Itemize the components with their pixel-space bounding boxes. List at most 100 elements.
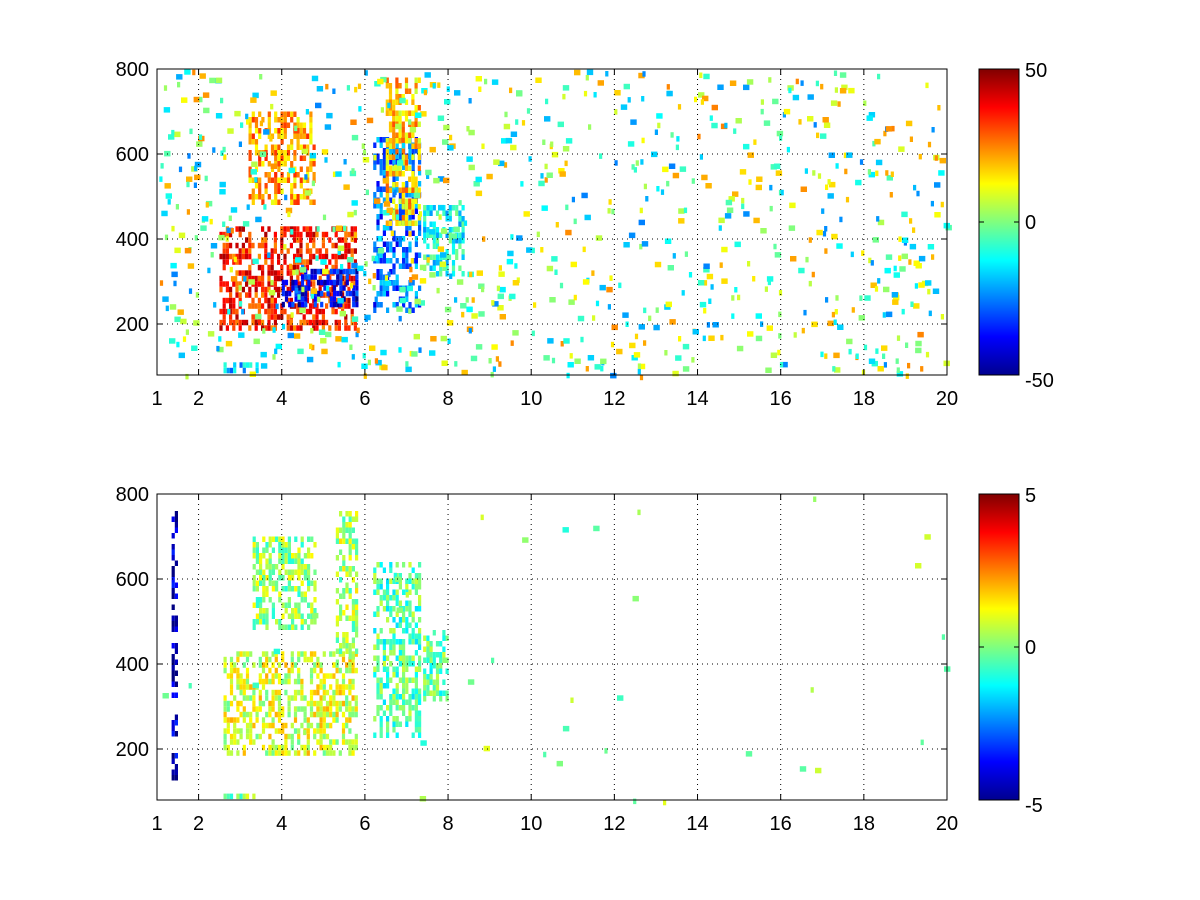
heatmap-cell [351,684,355,690]
heatmap-cell [455,249,459,255]
heatmap-cell [281,547,285,553]
heatmap-cell [291,624,295,630]
heatmap-cell [251,194,255,200]
heatmap-cell [284,602,288,608]
heatmap-cell [261,651,266,657]
heatmap-cell [309,117,313,123]
heatmap-cell [392,633,396,639]
heatmap-cell [169,304,177,310]
heatmap-cell [265,564,269,570]
heatmap-cell [373,589,377,595]
heatmap-cell [351,706,355,712]
heatmap-cell [917,331,924,338]
heatmap-cell [238,270,242,276]
heatmap-cell [414,302,418,308]
heatmap-cell [320,268,324,275]
heatmap-cell [304,190,312,196]
heatmap-cell [426,641,430,647]
heatmap-cell [395,705,399,711]
heatmap-cell [339,274,343,280]
heatmap-cell [417,121,421,127]
heatmap-cell [321,242,325,249]
heatmap-cell [222,319,226,326]
heatmap-cell [223,367,227,374]
heatmap-cell [351,566,355,572]
heatmap-cell [335,538,339,544]
heatmap-cell [779,135,783,141]
heatmap-cell [405,296,409,302]
heatmap-cell [454,297,458,303]
heatmap-cell [445,210,449,216]
heatmap-cell [461,369,468,376]
heatmap-cell [804,168,808,174]
heatmap-cell [248,279,255,285]
heatmap-cell [307,279,311,286]
heatmap-cell [432,265,436,271]
heatmap-cell [638,72,645,79]
x-tick-label: 16 [770,813,792,835]
heatmap-cell [277,744,282,751]
heatmap-cell [270,308,274,315]
heatmap-cell [299,155,303,161]
heatmap-cell [439,657,443,663]
heatmap-cell [278,542,282,548]
heatmap-cell [373,307,377,313]
heatmap-cell [332,695,336,701]
heatmap-cell [238,292,242,298]
heatmap-cell [189,128,193,135]
heatmap-cell [184,247,192,254]
heatmap-cell [303,750,307,756]
heatmap-cell [332,279,337,286]
heatmap-cell [355,599,359,605]
heatmap-cell [414,694,418,700]
heatmap-cell [284,586,288,592]
heatmap-cell [436,287,440,294]
heatmap-cell [171,692,175,698]
heatmap-cell [322,717,326,723]
heatmap-cell [234,110,241,117]
heatmap-cell [376,274,380,280]
heatmap-cell [395,699,399,705]
heatmap-cell [309,152,317,159]
heatmap-cell [389,699,393,705]
heatmap-cell [262,580,266,586]
heatmap-cell [297,656,301,663]
heatmap-cell [229,308,233,315]
heatmap-cell [768,77,772,83]
heatmap-cell [219,231,223,238]
heatmap-cell [297,602,301,608]
heatmap-cell [665,301,672,308]
heatmap-cell [267,226,271,232]
heatmap-cell [672,253,676,259]
heatmap-cell [300,296,305,302]
heatmap-cell [299,177,303,183]
heatmap-cell [328,237,332,243]
heatmap-cell [336,290,340,297]
heatmap-cell [229,673,234,679]
heatmap-cell [373,164,377,170]
heatmap-cell [286,155,291,161]
heatmap-cell [219,253,223,260]
heatmap-cell [638,219,645,226]
heatmap-cell [411,617,415,623]
heatmap-cell [283,122,287,128]
heatmap-cell [245,728,250,734]
heatmap-cell [386,307,390,313]
x-tick-label: 10 [520,813,542,835]
heatmap-cell [883,130,887,137]
heatmap-cell [174,621,178,627]
heatmap-cell [776,130,784,137]
heatmap-cell [755,184,762,191]
heatmap-cell [414,727,418,733]
heatmap-cell [411,567,415,573]
heatmap-cell [270,325,274,331]
heatmap-cell [656,186,660,192]
heatmap-cell [341,678,346,685]
heatmap-cell [622,312,629,318]
heatmap-cell [299,248,303,254]
heatmap-cell [766,325,773,331]
heatmap-cell [816,229,823,236]
heatmap-cell [226,227,233,234]
heatmap-cell [414,241,418,247]
heatmap-cell [388,121,393,127]
